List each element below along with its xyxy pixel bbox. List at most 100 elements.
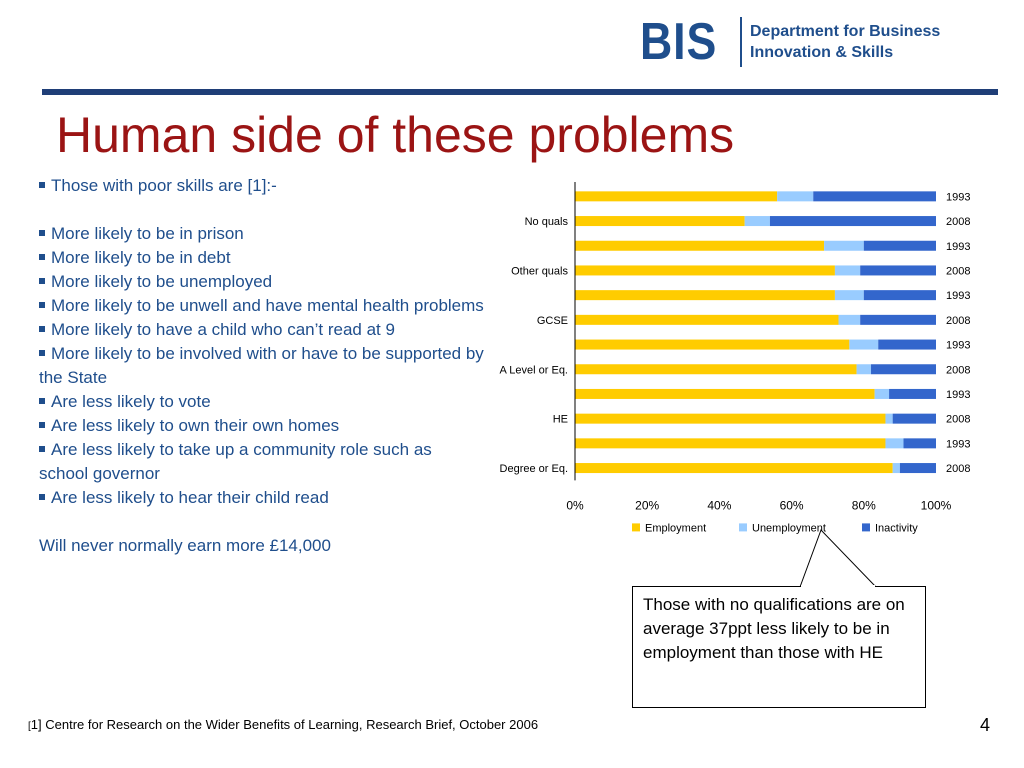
year-label: 1993 xyxy=(946,191,970,203)
bar-segment xyxy=(575,413,886,424)
bar-segment xyxy=(860,314,936,325)
x-tick-label: 20% xyxy=(635,498,659,512)
bullet-item: More likely to be in prison xyxy=(39,222,484,246)
year-label: 1993 xyxy=(946,290,970,302)
page-number: 4 xyxy=(980,715,991,735)
year-label: 2008 xyxy=(946,315,970,327)
bar-segment xyxy=(824,240,864,251)
category-label: Degree or Eq. xyxy=(500,463,568,475)
x-tick-label: 60% xyxy=(780,498,804,512)
bullet-marker-icon xyxy=(39,182,45,188)
legend-label: Unemployment xyxy=(752,522,826,534)
bar-segment xyxy=(575,364,857,375)
bar-segment xyxy=(878,339,936,350)
bullet-item: More likely to be in debt xyxy=(39,246,484,270)
year-label: 2008 xyxy=(946,216,970,228)
bar-segment xyxy=(575,463,893,474)
year-label: 1993 xyxy=(946,340,970,352)
legend-swatch xyxy=(862,523,870,532)
bullet-marker-icon xyxy=(39,278,45,284)
logo-line-1: Department for Business xyxy=(750,23,941,40)
category-label: Other quals xyxy=(511,265,568,277)
bar-segment xyxy=(575,290,835,301)
employment-status-chart: 1993 2008 No quals 1993 2008 Other quals 1993 2… xyxy=(500,182,970,534)
logo-mark: BIS xyxy=(640,13,718,71)
logo-separator xyxy=(740,17,742,67)
bullet-marker-icon xyxy=(39,446,45,452)
bis-logo: BIS Department for Business Innovation &… xyxy=(640,14,940,70)
category-label: HE xyxy=(553,414,568,426)
slide-title: Human side of these problems xyxy=(56,107,735,163)
bar-segment xyxy=(834,265,861,276)
category-label: No quals xyxy=(525,216,569,228)
bar-segment xyxy=(575,191,778,202)
bar-segment xyxy=(863,290,936,301)
bar-segment xyxy=(874,388,890,399)
bullet-marker-icon xyxy=(39,326,45,332)
category-label: GCSE xyxy=(537,315,568,327)
bullet-item: Are less likely to vote xyxy=(39,390,484,414)
year-label: 2008 xyxy=(946,364,970,376)
bullet-marker-icon xyxy=(39,422,45,428)
bullet-marker-icon xyxy=(39,302,45,308)
bar-segment xyxy=(575,438,886,449)
closing-statement: Will never normally earn more £14,000 xyxy=(39,536,331,555)
logo-text: Department for Business Innovation & Ski… xyxy=(750,21,940,63)
footnote-text: 1] Centre for Research on the Wider Bene… xyxy=(30,717,539,732)
bullet-marker-icon xyxy=(39,398,45,404)
x-tick-label: 40% xyxy=(707,498,731,512)
bar-segment xyxy=(860,265,936,276)
bar-segment xyxy=(892,463,900,474)
year-label: 2008 xyxy=(946,463,970,475)
bar-segment xyxy=(871,364,936,375)
bullet-marker-icon xyxy=(39,254,45,260)
legend-label: Inactivity xyxy=(875,522,918,534)
bullet-marker-icon xyxy=(39,350,45,356)
bar-segment xyxy=(575,240,825,251)
bar-segment xyxy=(885,438,904,449)
bar-segment xyxy=(777,191,814,202)
bullet-list: Those with poor skills are [1]:- More li… xyxy=(39,174,484,558)
bar-segment xyxy=(834,290,864,301)
bar-segment xyxy=(575,216,745,227)
bar-segment xyxy=(889,388,936,399)
bullet-marker-icon xyxy=(39,230,45,236)
bar-segment xyxy=(813,191,936,202)
x-tick-label: 80% xyxy=(852,498,876,512)
year-label: 2008 xyxy=(946,265,970,277)
year-label: 1993 xyxy=(946,241,970,253)
legend-swatch xyxy=(739,523,747,532)
bullet-item: More likely to be unemployed xyxy=(39,270,484,294)
x-tick-label: 100% xyxy=(921,498,952,512)
bullet-item: More likely to be unwell and have mental… xyxy=(39,294,484,318)
bar-segment xyxy=(838,314,861,325)
bar-segment xyxy=(863,240,936,251)
bar-segment xyxy=(885,413,893,424)
bar-segment xyxy=(744,216,770,227)
bullet-item: Are less likely to take up a community r… xyxy=(39,440,432,483)
footnote-bracket: [ xyxy=(28,721,31,732)
bar-segment xyxy=(575,314,839,325)
bullet-item: Those with poor skills are [1]:- xyxy=(39,174,484,198)
bar-segment xyxy=(849,339,879,350)
category-label: A Level or Eq. xyxy=(500,364,569,376)
year-label: 1993 xyxy=(946,389,970,401)
bullet-marker-icon xyxy=(39,494,45,500)
bullet-item: More likely to have a child who can’t re… xyxy=(39,318,484,342)
bar-segment xyxy=(856,364,872,375)
footnote: [1] Centre for Research on the Wider Ben… xyxy=(28,717,538,732)
header-rule xyxy=(42,89,998,95)
bar-segment xyxy=(575,339,850,350)
bar-segment xyxy=(892,413,936,424)
year-label: 2008 xyxy=(946,414,970,426)
callout-pointer-shape xyxy=(799,529,878,588)
bar-segment xyxy=(769,216,936,227)
bullet-item: Are less likely to own their own homes xyxy=(39,414,484,438)
bar-segment xyxy=(903,438,936,449)
bullet-item: Are less likely to hear their child read xyxy=(39,486,484,510)
bar-segment xyxy=(575,265,835,276)
callout-text: Those with no qualifications are on aver… xyxy=(643,595,905,662)
logo-line-2: Innovation & Skills xyxy=(750,44,894,61)
bar-segment xyxy=(899,463,936,474)
legend-label: Employment xyxy=(645,522,706,534)
